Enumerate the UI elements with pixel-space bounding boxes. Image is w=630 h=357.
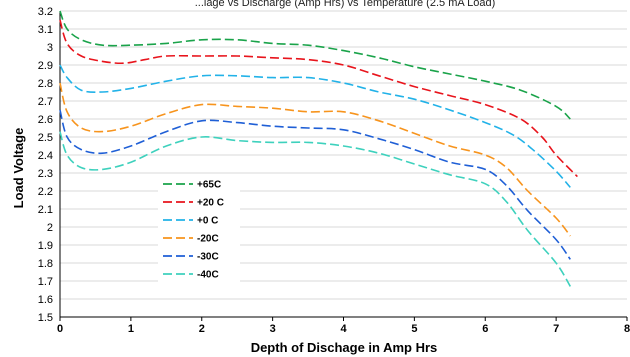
legend-label: +65C [197,180,221,191]
x-tick-label: 1 [128,323,134,335]
y-tick-labels: 1.5 1.6 1.7 1.8 1.9 2 2.1 2.2 2.3 2.4 2.5 2.6 2.7 2.8… [38,6,53,324]
series-lines [59,10,578,287]
y-tick-label: 2.2 [38,186,53,198]
series-line-5 [59,131,571,287]
legend-label: -40C [197,270,219,281]
y-tick-label: 1.9 [38,240,53,252]
series-line-4 [59,109,571,260]
y-tick-label: 2.8 [38,78,53,90]
y-tick-label: 1.8 [38,258,53,270]
x-tick-label: 7 [553,323,559,335]
chart-title: ...lage vs Discharge (Amp Hrs) vs Temper… [195,0,496,9]
y-tick-label: 1.7 [38,276,53,288]
x-tick-label: 3 [270,323,276,335]
series-line-2 [59,64,571,188]
x-tick-label: 4 [340,323,347,335]
y-tick-label: 1.5 [38,312,53,324]
axes [59,11,628,321]
y-tick-label: 2.3 [38,168,53,180]
series-line-0 [59,10,571,120]
y-tick-label: 2.6 [38,114,53,126]
x-tick-label: 2 [199,323,205,335]
y-tick-label: 3 [47,42,53,54]
y-tick-label: 3.2 [38,6,53,18]
x-tick-labels: 0 1 2 3 4 5 6 7 8 [57,323,630,335]
y-tick-label: 2.1 [38,204,53,216]
y-tick-label: 2.7 [38,96,53,108]
y-axis-label: Load Voltage [11,128,26,209]
legend-label: +20 C [197,198,224,209]
legend-box [158,175,240,287]
legend-label: -20C [197,234,219,245]
y-tick-label: 2.9 [38,60,53,72]
legend-label: -30C [197,252,219,263]
x-tick-label: 6 [482,323,488,335]
y-tick-label: 2.5 [38,132,53,144]
x-axis-label: Depth of Dischage in Amp Hrs [251,340,438,355]
y-tick-label: 1.6 [38,294,53,306]
y-tick-label: 2 [47,222,53,234]
y-tick-label: 3.1 [38,24,53,36]
x-tick-label: 8 [624,323,630,335]
x-tick-label: 5 [411,323,417,335]
legend-label: +0 C [197,216,218,227]
legend: +65C +20 C +0 C -20C -30C -40C [158,175,240,287]
series-line-1 [59,19,578,178]
y-tick-label: 2.4 [38,150,53,162]
series-line-3 [59,82,571,237]
x-tick-label: 0 [57,323,63,335]
